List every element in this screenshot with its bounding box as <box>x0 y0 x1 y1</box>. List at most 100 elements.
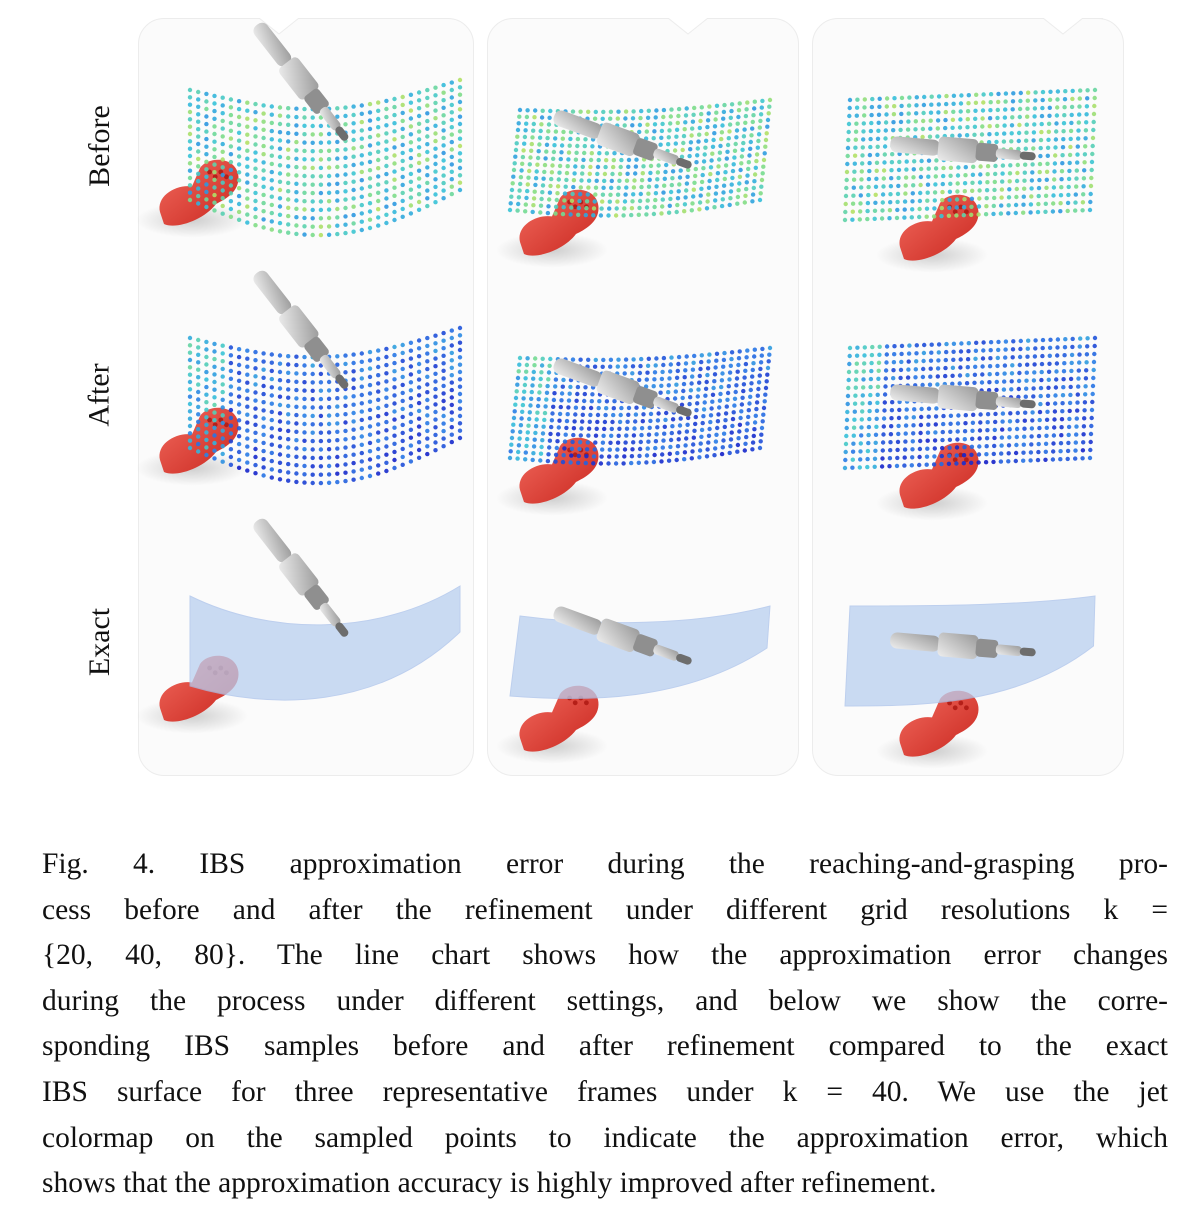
exact-ibs-surface <box>189 585 461 701</box>
ibs-sample-point <box>570 109 576 114</box>
ibs-sample-point <box>286 461 291 467</box>
ibs-sample-point <box>1070 96 1075 102</box>
ibs-sample-point <box>933 414 939 419</box>
ibs-sample-point <box>1033 346 1038 351</box>
ibs-sample-point <box>261 119 266 124</box>
ibs-sample-point <box>948 413 954 418</box>
ibs-sample-point <box>1029 434 1034 439</box>
ibs-sample-point <box>954 461 959 466</box>
ibs-sample-point <box>712 131 717 136</box>
ibs-sample-point <box>400 358 405 364</box>
ibs-sample-point <box>578 357 583 362</box>
ibs-sample-point <box>294 215 299 220</box>
ibs-sample-point <box>228 152 234 157</box>
ibs-sample-point <box>526 175 531 180</box>
ibs-sample-point <box>609 185 614 190</box>
ibs-sample-point <box>562 439 568 444</box>
ibs-sample-point <box>310 115 315 120</box>
ibs-sample-point <box>844 185 849 191</box>
controller-button <box>572 700 578 706</box>
ibs-sample-point <box>326 413 332 418</box>
ibs-sample-point <box>1028 458 1033 463</box>
ibs-sample-point <box>988 92 994 97</box>
ibs-sample-point <box>741 388 746 394</box>
ibs-sample-point <box>987 124 992 129</box>
ibs-sample-point <box>302 463 307 469</box>
ibs-sample-point <box>400 94 405 100</box>
ibs-sample-point <box>318 132 324 137</box>
ibs-sample-point <box>869 120 874 126</box>
ibs-sample-point <box>1054 361 1060 366</box>
ibs-sample-point <box>187 197 193 203</box>
ibs-sample-point <box>245 412 250 417</box>
ibs-sample-point <box>1021 442 1026 447</box>
ibs-sample-point <box>873 448 878 453</box>
ibs-sample-point <box>706 192 711 197</box>
ibs-sample-point <box>659 128 665 134</box>
ibs-sample-point <box>204 400 209 405</box>
ibs-sample-point <box>367 126 373 132</box>
ibs-sample-point <box>940 437 945 443</box>
ibs-sample-point <box>664 162 669 168</box>
ibs-sample-point <box>392 449 397 455</box>
ibs-sample-point <box>703 145 708 150</box>
ibs-sample-point <box>941 421 946 427</box>
ibs-sample-point <box>1055 353 1060 358</box>
scene-after-frame-2 <box>496 345 773 516</box>
ibs-sample-point <box>675 444 681 449</box>
ibs-sample-point <box>572 419 577 424</box>
ibs-sample-point <box>236 441 242 447</box>
ibs-sample-point <box>416 113 422 119</box>
ibs-sample-point <box>1000 171 1005 176</box>
ibs-sample-point <box>917 454 922 460</box>
ibs-sample-point <box>719 384 724 390</box>
ibs-sample-point <box>728 437 734 442</box>
ibs-sample-point <box>932 206 937 211</box>
ibs-sample-point <box>746 414 751 420</box>
ibs-sample-point <box>851 193 856 198</box>
ibs-sample-point <box>351 179 356 184</box>
ibs-sample-point <box>392 169 397 174</box>
ibs-sample-point <box>732 403 737 408</box>
ibs-sample-point <box>1054 129 1059 134</box>
ibs-sample-point <box>928 118 933 123</box>
ibs-sample-point <box>639 432 644 438</box>
ibs-sample-point <box>517 362 522 367</box>
ibs-sample-point <box>664 410 669 416</box>
ibs-sample-point <box>719 203 725 209</box>
ibs-sample-point <box>767 97 773 103</box>
ibs-sample-point <box>920 382 925 388</box>
ibs-sample-point <box>376 182 381 187</box>
ibs-sample-point <box>564 170 570 176</box>
ibs-sample-point <box>583 137 588 142</box>
ibs-sample-point <box>963 413 968 418</box>
ibs-sample-point <box>1058 457 1063 462</box>
ibs-sample-point <box>310 157 315 162</box>
ibs-sample-point <box>590 392 595 397</box>
ibs-sample-point <box>622 199 628 204</box>
ibs-sample-point <box>384 123 389 128</box>
ibs-sample-point <box>204 445 209 450</box>
ibs-sample-point <box>754 152 760 157</box>
ibs-sample-point <box>895 455 900 461</box>
ibs-sample-point <box>400 142 405 148</box>
ibs-sample-point <box>913 367 918 372</box>
ibs-sample-point <box>553 204 559 209</box>
ibs-sample-point <box>762 399 767 404</box>
ibs-sample-point <box>1092 95 1097 101</box>
ibs-sample-point <box>400 110 405 116</box>
ibs-sample-point <box>359 219 364 224</box>
ibs-sample-point <box>236 434 242 439</box>
ibs-sample-point <box>359 434 364 439</box>
ibs-sample-point <box>543 404 548 409</box>
ibs-sample-point <box>286 197 291 202</box>
ibs-sample-point <box>1066 192 1071 198</box>
ibs-sample-point <box>326 447 332 452</box>
ibs-sample-point <box>616 185 621 190</box>
ibs-sample-point <box>261 424 266 429</box>
ibs-sample-point <box>335 106 340 111</box>
ibs-sample-point <box>985 412 991 417</box>
ibs-sample-point <box>626 405 632 411</box>
ibs-sample-point <box>228 384 234 389</box>
ibs-sample-point <box>965 365 970 370</box>
